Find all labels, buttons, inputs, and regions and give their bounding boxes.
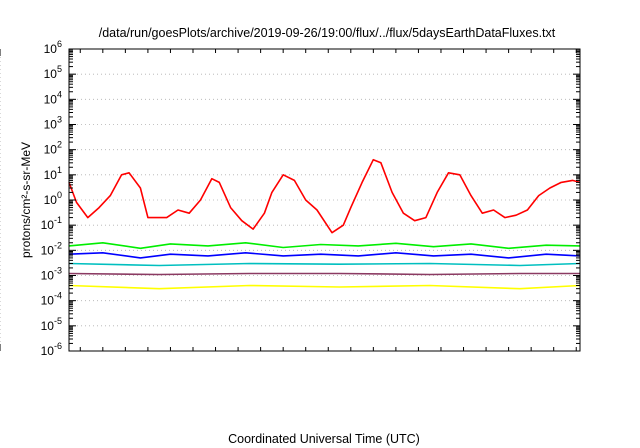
series-layer	[68, 158, 581, 290]
chart-title: /data/run/goesPlots/archive/2019-09-26/1…	[99, 26, 556, 40]
y-axis: 10-6 10-5 10-4 10-3 10-2 10-1 100 101 102 103 104 1…	[41, 39, 580, 358]
y-tick-label: 10-4	[41, 291, 62, 308]
series-line-4	[68, 262, 581, 267]
y-tick-label: 104	[44, 89, 62, 106]
y-tick-label: 10-1	[41, 215, 62, 232]
grid-lines	[0, 49, 580, 351]
y-tick-label: 103	[44, 115, 62, 132]
y-tick-label: 10-2	[41, 240, 62, 257]
y-tick-label: 106	[44, 39, 62, 56]
series-line-5	[68, 272, 580, 276]
y-tick-label: 105	[44, 64, 62, 81]
x-axis-label: Coordinated Universal Time (UTC)	[228, 432, 420, 446]
y-tick-label: 102	[44, 140, 62, 157]
x-axis: 2019-9-222019-9-232019-9-242019-9-252019…	[0, 0, 577, 351]
series-line-2	[68, 242, 581, 250]
y-tick-label: 10-5	[41, 316, 62, 333]
y-tick-label: 10-3	[41, 266, 62, 283]
y-tick-label: 101	[44, 165, 62, 182]
y-tick-label: 100	[44, 190, 62, 207]
y-tick-label: 10-6	[41, 341, 62, 358]
series-line-3	[68, 252, 581, 259]
series-line-1	[68, 158, 581, 234]
series-line-6	[68, 284, 581, 290]
y-axis-label: protons/cm²-s-sr-MeV	[19, 142, 33, 258]
